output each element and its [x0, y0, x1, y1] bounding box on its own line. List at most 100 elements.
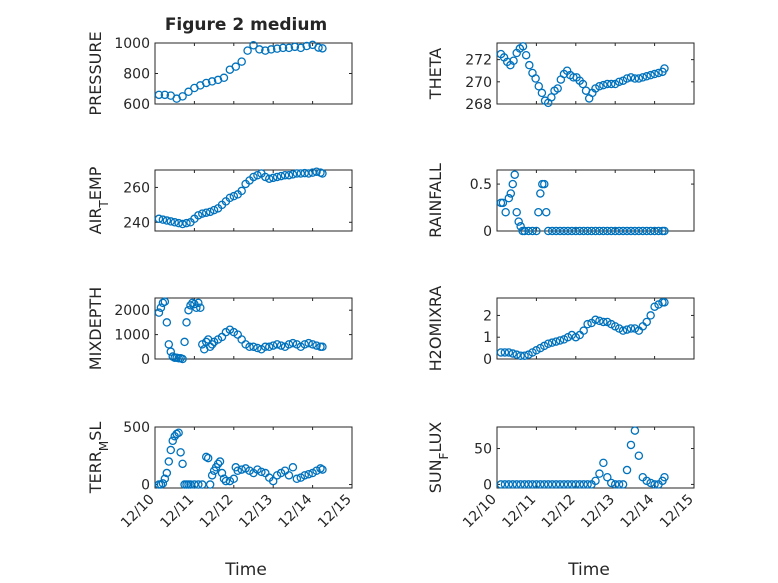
data-point	[524, 480, 533, 489]
x-tick-label: 12/11	[499, 492, 539, 532]
data-point	[583, 226, 592, 236]
data-point	[591, 226, 600, 236]
data-point	[257, 467, 266, 477]
y-tick-label: 600	[123, 97, 150, 113]
data-point	[654, 68, 663, 78]
y-axis-label: SUNFLUX	[426, 422, 451, 494]
y-axis-label-subscript: T	[97, 200, 111, 209]
data-point	[318, 169, 327, 178]
data-point	[198, 480, 207, 489]
data-point	[314, 43, 323, 52]
data-point	[520, 226, 529, 236]
data-point	[290, 42, 300, 52]
data-point	[207, 77, 217, 86]
data-point	[174, 218, 183, 228]
data-point	[516, 480, 525, 489]
data-point	[207, 340, 217, 349]
data-point	[162, 216, 172, 225]
x-tick-label: 12/10	[460, 492, 500, 532]
data-point	[249, 172, 258, 182]
data-point	[196, 303, 205, 313]
data-point	[304, 469, 313, 479]
data-point	[266, 45, 276, 54]
data-point	[217, 468, 227, 478]
data-point	[650, 69, 659, 79]
data-point	[176, 448, 185, 457]
y-tick-label: 500	[123, 420, 150, 436]
data-point	[551, 337, 561, 346]
data-point	[634, 74, 644, 83]
x-tick-label: 12/11	[157, 492, 197, 532]
data-point	[205, 480, 215, 489]
data-point	[543, 339, 553, 348]
axes-box	[496, 169, 695, 232]
subplot-theta: 268 270 272 THETA	[426, 42, 695, 113]
data-point	[528, 226, 537, 236]
data-point	[650, 480, 659, 489]
y-tick-label: 1	[483, 330, 492, 346]
y-tick-label: 1000	[114, 36, 150, 52]
y-tick-label: 272	[465, 53, 492, 69]
data-point	[547, 93, 556, 102]
data-point	[221, 476, 231, 486]
data-point	[237, 57, 246, 66]
data-point	[296, 43, 306, 53]
data-point	[500, 348, 510, 357]
data-point	[288, 338, 298, 348]
data-point	[261, 342, 270, 352]
data-point	[178, 92, 187, 101]
data-point	[626, 440, 636, 450]
data-point	[207, 471, 217, 480]
data-point	[158, 298, 168, 308]
data-point	[599, 226, 608, 236]
data-point	[166, 445, 176, 455]
y-tick-label: 0	[483, 352, 492, 368]
y-axis-label: THETA	[426, 48, 445, 100]
data-point	[512, 480, 521, 489]
data-point	[622, 465, 632, 475]
data-point	[312, 341, 321, 350]
data-point	[170, 218, 179, 227]
data-point	[599, 80, 608, 90]
data-point	[508, 179, 518, 189]
y-axis-label: PRESSURE	[86, 31, 105, 115]
data-point	[500, 480, 510, 489]
data-point	[209, 205, 219, 215]
data-point	[174, 428, 183, 438]
data-point	[504, 348, 514, 357]
data-point	[547, 480, 557, 489]
data-point	[160, 90, 170, 100]
data-point	[521, 50, 531, 60]
data-point	[650, 226, 659, 236]
data-point	[569, 73, 578, 82]
data-point	[292, 474, 302, 484]
y-axis-label: H2OMIXRA	[426, 286, 445, 372]
data-point	[272, 172, 282, 182]
data-point	[231, 62, 241, 71]
data-point	[622, 74, 632, 83]
y-axis-label-suffix: LUX	[426, 422, 445, 453]
data-point	[626, 324, 636, 333]
data-point	[512, 350, 521, 359]
data-point	[237, 186, 246, 196]
data-point	[630, 74, 640, 83]
data-point	[284, 170, 294, 180]
data-point	[559, 480, 569, 489]
data-point	[603, 472, 612, 482]
data-point	[510, 170, 519, 179]
y-tick-label: 240	[123, 215, 150, 231]
data-point	[272, 340, 282, 349]
data-point	[591, 315, 600, 325]
data-point	[634, 451, 644, 460]
data-point	[542, 207, 551, 217]
data-point	[642, 72, 651, 81]
y-axis-label: AIRTEMP	[86, 166, 111, 234]
data-point	[551, 480, 561, 489]
y-axis-label-suffix: SL	[86, 422, 105, 441]
data-point	[284, 471, 294, 480]
data-point	[229, 191, 239, 201]
data-point	[255, 45, 264, 54]
data-point	[583, 319, 592, 329]
data-point	[186, 480, 195, 489]
data-point	[543, 226, 553, 236]
